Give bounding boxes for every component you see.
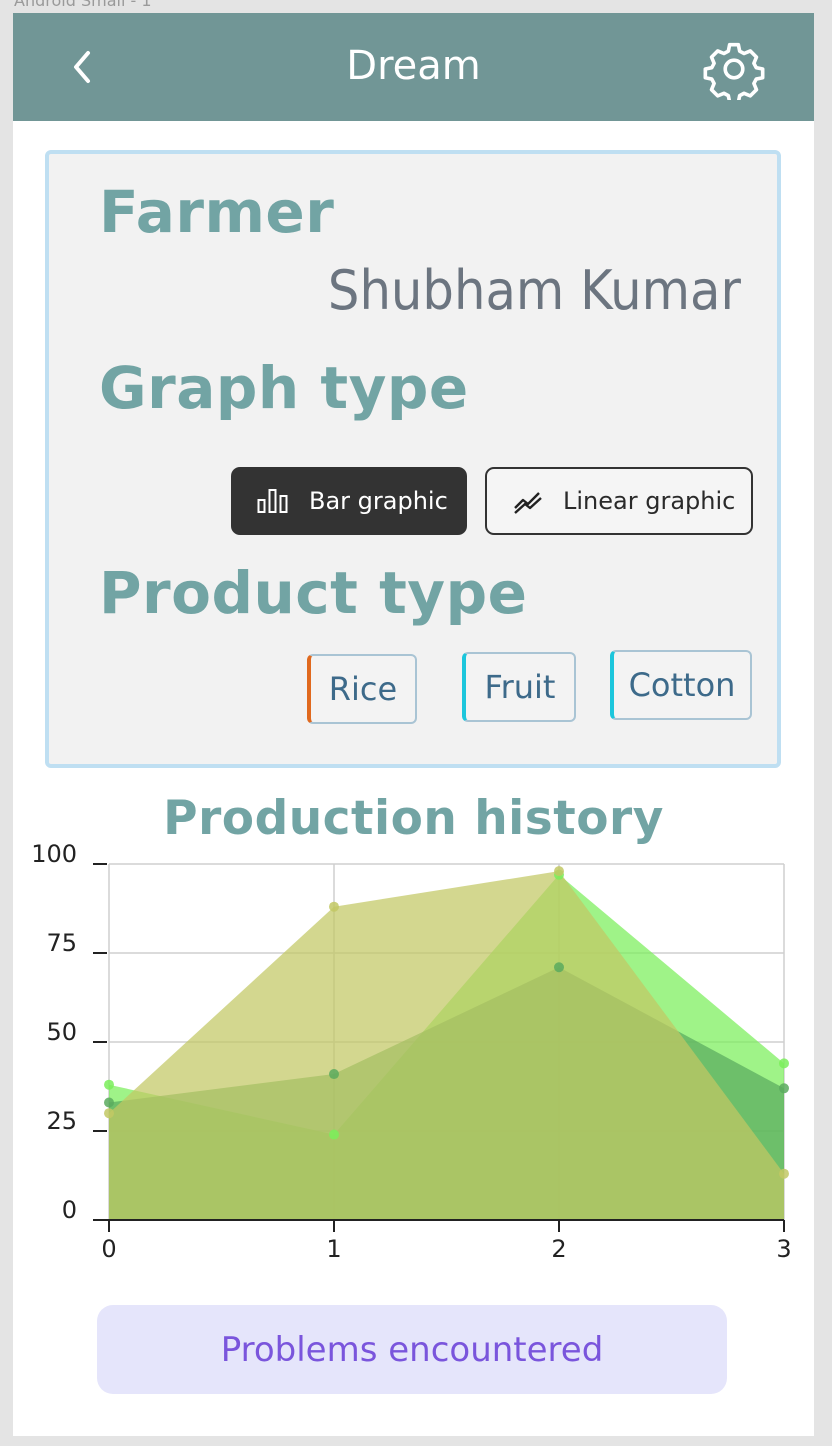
bar-graphic-button[interactable]: Bar graphic xyxy=(231,467,467,535)
series-2-point xyxy=(329,901,339,912)
x-tick-label: 0 xyxy=(101,1235,116,1263)
x-tick-label: 2 xyxy=(551,1235,566,1263)
line-chart-icon xyxy=(514,492,542,514)
problems-button-label: Problems encountered xyxy=(220,1329,604,1370)
bar-graphic-label: Bar graphic xyxy=(309,487,448,515)
y-tick-label: 0 xyxy=(62,1196,77,1224)
series-1-point xyxy=(329,1069,339,1080)
series-0-point xyxy=(329,1129,339,1140)
info-card: Farmer Shubham Kumar Graph type Bar grap… xyxy=(45,150,781,768)
series-0-point xyxy=(104,1079,114,1090)
chart-title: Production history xyxy=(163,791,664,846)
app-bar: Dream xyxy=(13,13,814,121)
series-1-point xyxy=(104,1097,114,1108)
series-0-point xyxy=(779,1058,789,1069)
product-chip-rice[interactable]: Rice xyxy=(307,654,417,724)
x-tick-label: 1 xyxy=(326,1235,341,1263)
product-chip-label: Fruit xyxy=(484,668,556,706)
app-screen: Dream Farmer Shubham Kumar Graph type Ba… xyxy=(13,13,814,1436)
series-1-point xyxy=(554,962,564,973)
series-1-point xyxy=(779,1083,789,1094)
frame-label: Android Small - 1 xyxy=(14,0,152,10)
y-tick-label: 25 xyxy=(46,1107,77,1135)
product-chip-fruit[interactable]: Fruit xyxy=(462,652,576,722)
farmer-name: Shubham Kumar xyxy=(327,259,741,322)
graph-type-heading: Graph type xyxy=(99,354,469,422)
product-chip-label: Rice xyxy=(328,670,398,708)
app-title: Dream xyxy=(346,43,481,89)
chevron-left-icon xyxy=(74,51,90,83)
y-tick-label: 50 xyxy=(46,1018,77,1046)
series-2-point xyxy=(779,1168,789,1179)
product-type-heading: Product type xyxy=(99,559,528,627)
farmer-heading: Farmer xyxy=(99,178,335,246)
gear-icon xyxy=(703,42,765,104)
linear-graphic-button[interactable]: Linear graphic xyxy=(485,467,753,535)
bar-chart-icon xyxy=(257,489,288,513)
x-tick-label: 3 xyxy=(776,1235,791,1263)
production-history-chart: 0 25 50 75 100 0 1 2 3 xyxy=(31,840,791,1263)
series-2-point xyxy=(104,1108,114,1119)
y-tick-label: 75 xyxy=(46,929,77,957)
y-tick-label: 100 xyxy=(31,840,77,868)
series-2-point xyxy=(554,866,564,877)
product-chip-cotton[interactable]: Cotton xyxy=(610,650,752,720)
product-chip-label: Cotton xyxy=(628,666,736,704)
linear-graphic-label: Linear graphic xyxy=(563,487,736,515)
back-button[interactable] xyxy=(58,43,106,91)
settings-button[interactable] xyxy=(703,38,765,104)
series-area-2 xyxy=(109,871,784,1220)
problems-encountered-button[interactable]: Problems encountered xyxy=(97,1305,727,1394)
